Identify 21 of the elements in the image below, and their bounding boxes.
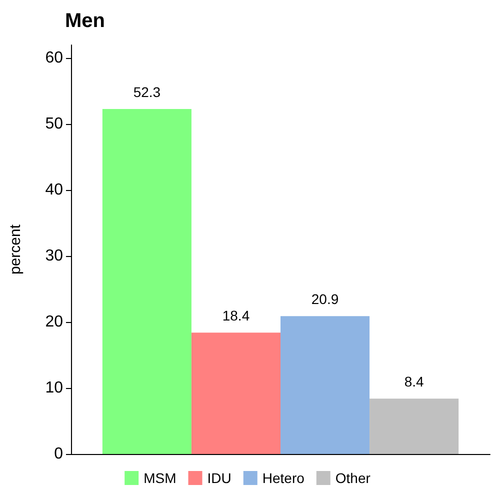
bar <box>102 108 192 454</box>
y-tick-label: 20 <box>45 314 64 331</box>
y-tick-label: 60 <box>45 50 64 67</box>
chart-title: Men <box>65 10 105 32</box>
y-tick-label: 10 <box>45 380 64 397</box>
y-tick-label: 50 <box>45 116 64 133</box>
data-label: 52.3 <box>133 84 161 100</box>
y-tick-label: 0 <box>54 446 64 462</box>
y-axis-title: percent <box>7 224 24 275</box>
y-tick-label: 30 <box>45 248 64 265</box>
legend-label: IDU <box>207 470 232 486</box>
data-label: 20.9 <box>311 291 339 308</box>
bar <box>370 398 459 454</box>
legend-label: Hetero <box>262 470 305 486</box>
data-label: 18.4 <box>222 308 250 324</box>
y-tick-label: 40 <box>45 182 64 199</box>
data-label: 8.4 <box>404 374 424 390</box>
bar <box>191 332 280 454</box>
legend-label: Other <box>335 470 371 486</box>
bar <box>280 316 370 454</box>
legend-label: MSM <box>144 470 176 486</box>
